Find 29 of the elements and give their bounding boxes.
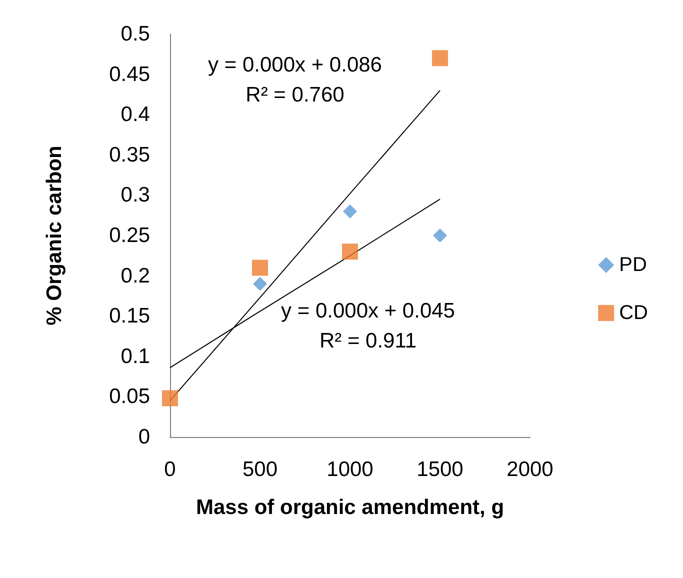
y-tick-label: 0.3	[120, 184, 150, 207]
x-tick-label: 1500	[416, 458, 464, 481]
annotation: y = 0.000x + 0.045 R² = 0.911	[281, 300, 455, 352]
point	[253, 276, 267, 291]
annotation: y = 0.000x + 0.086 R² = 0.760	[208, 54, 382, 106]
y-tick-label: 0.15	[109, 304, 150, 328]
x-tick-label: 1000	[326, 458, 374, 481]
y-tick-label: 0.35	[109, 143, 150, 166]
x-axis-title: Mass of organic amendment, g	[196, 496, 504, 519]
y-tick-label: 0.2	[120, 264, 150, 288]
point	[342, 244, 358, 260]
point	[433, 228, 447, 242]
y-tick-label: 0.1	[120, 344, 150, 368]
legend-label: CD	[619, 302, 648, 324]
y-tick-label: 0	[138, 426, 150, 448]
x-tick-label: 500	[242, 458, 278, 481]
y-axis-title: % Organic carbon	[43, 146, 66, 326]
point	[432, 50, 448, 66]
y-tick-label: 0.4	[120, 103, 150, 126]
x-tick-label: 0	[164, 458, 176, 481]
point	[343, 204, 357, 218]
x-tick-label: 2000	[506, 458, 554, 481]
y-tick-label: 0.05	[109, 385, 150, 408]
legend-label: PD	[619, 254, 647, 276]
y-tick-label: 0.5	[120, 22, 150, 46]
point	[252, 260, 268, 276]
point	[162, 390, 178, 406]
y-tick-label: 0.25	[109, 224, 150, 247]
y-tick-label: 0.45	[109, 62, 150, 86]
